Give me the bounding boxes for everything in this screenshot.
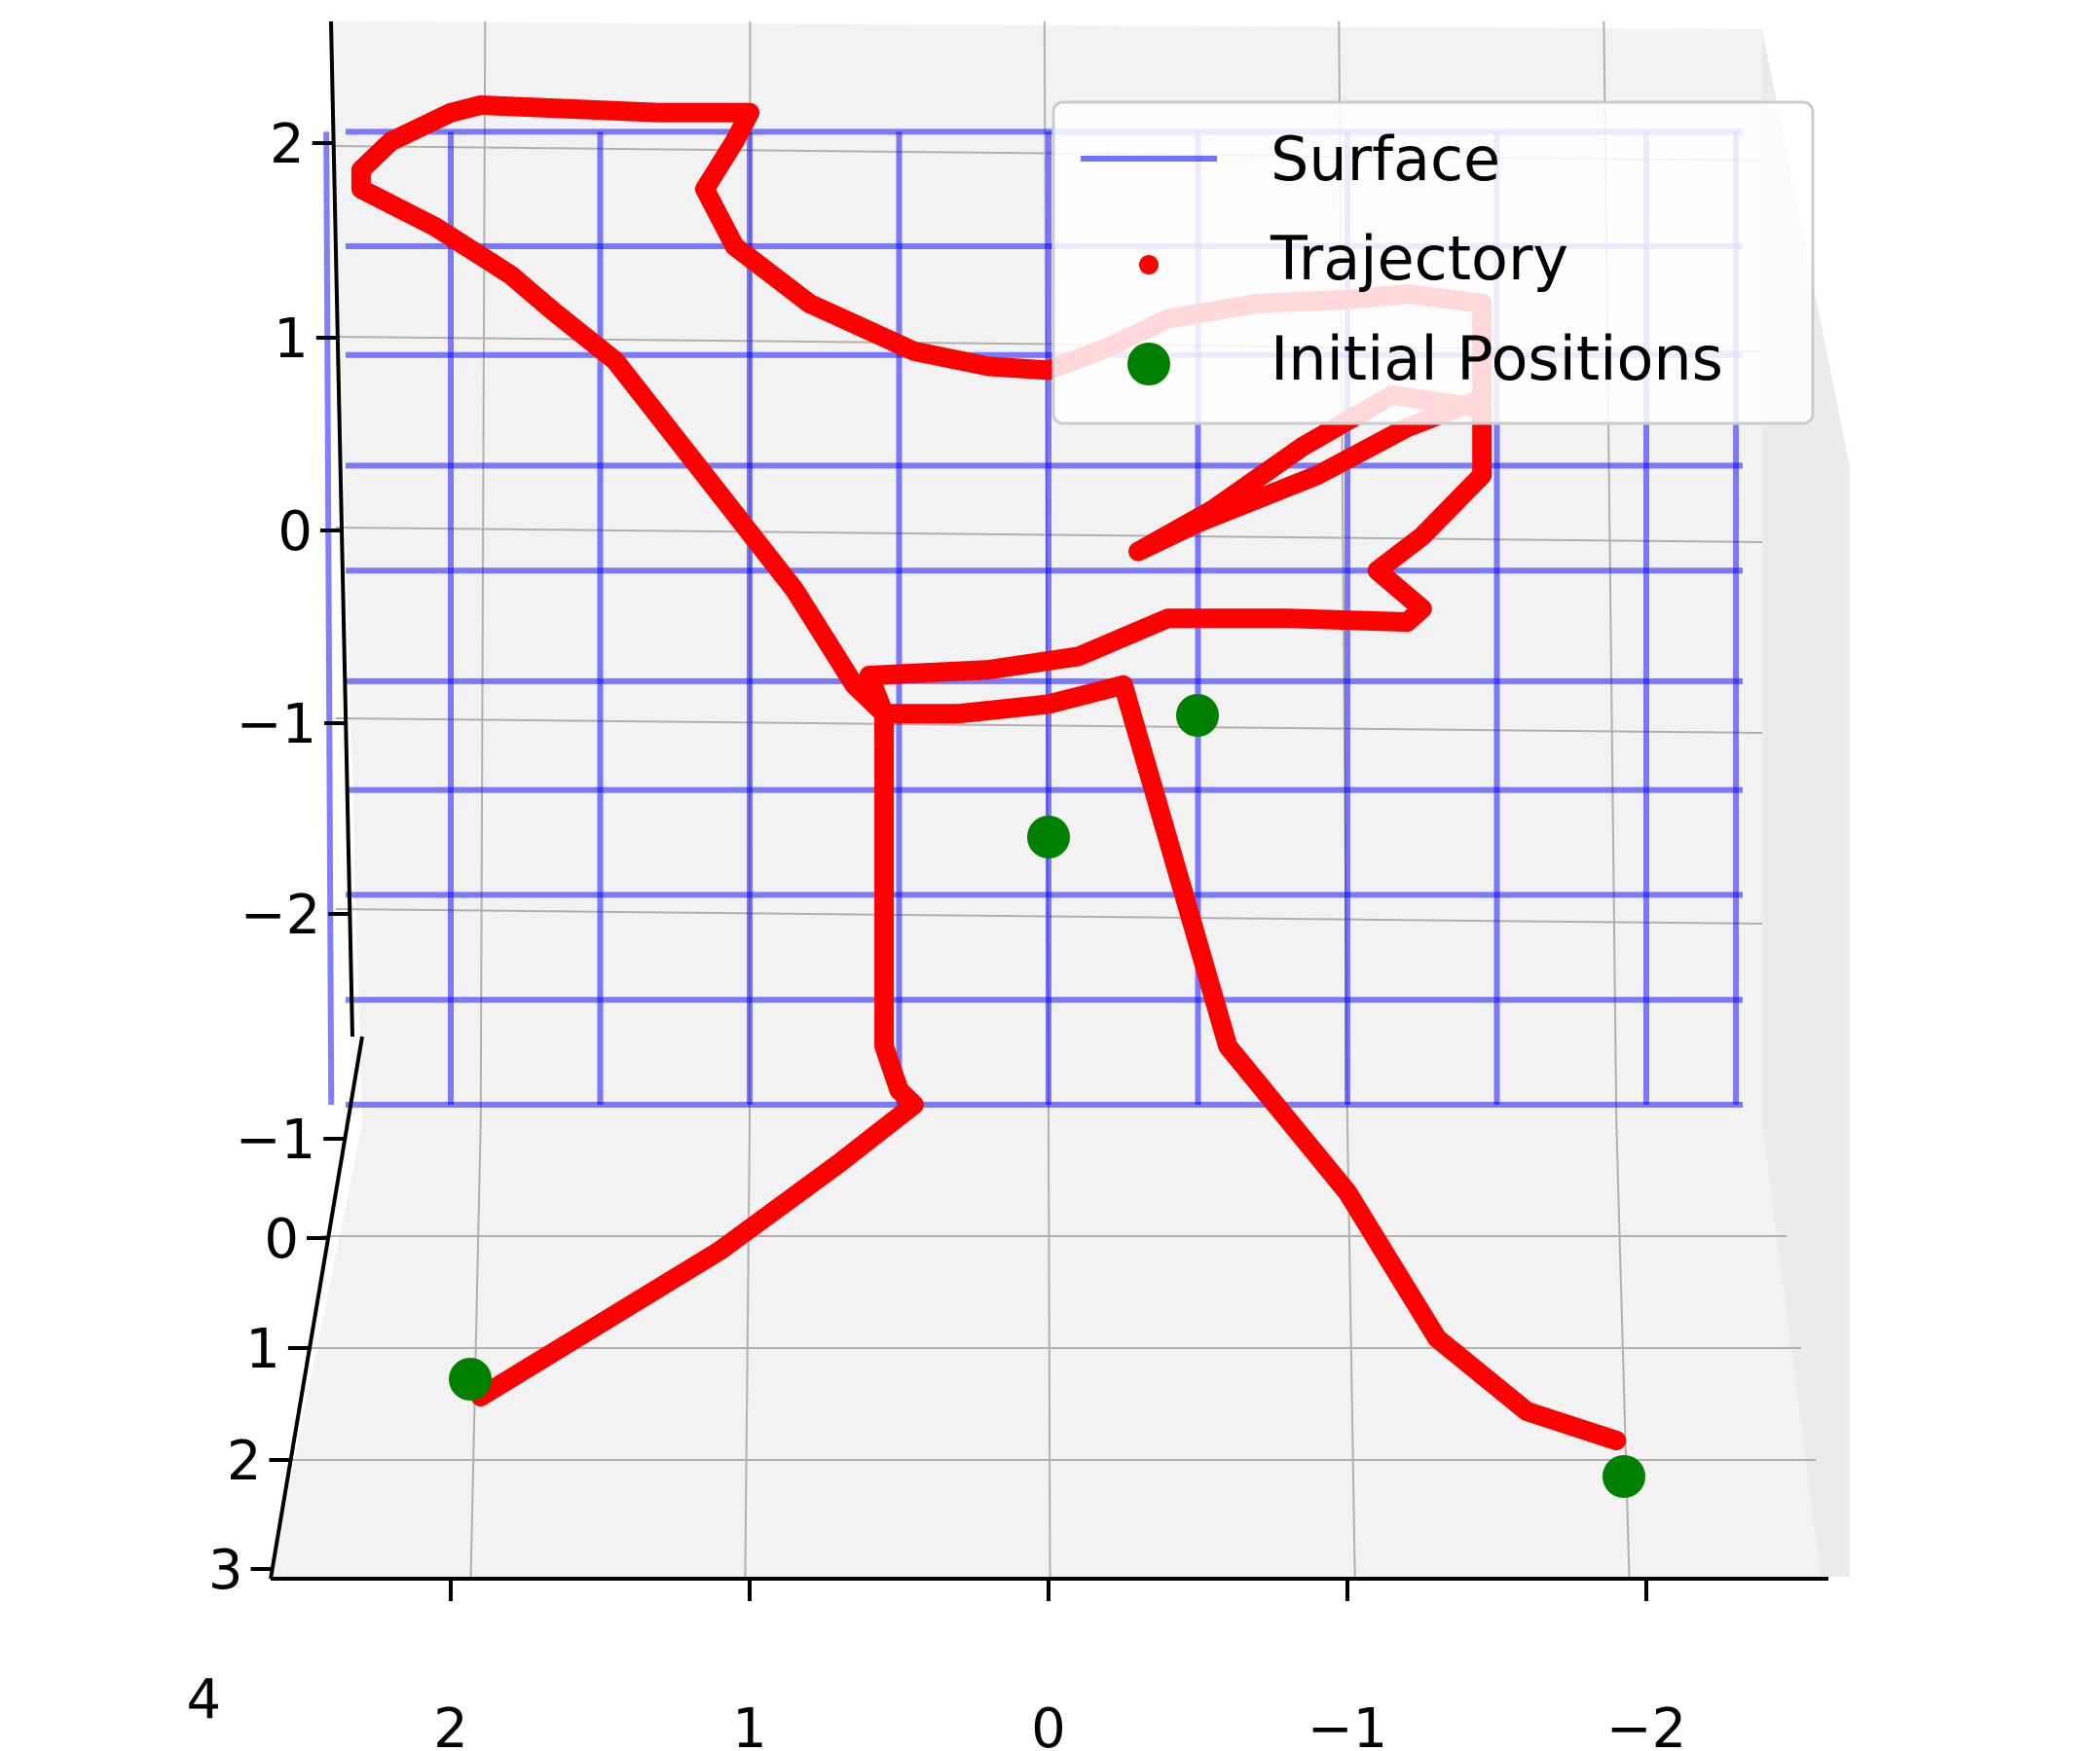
trajectory-series [350, 95, 1627, 1450]
z-tick-label: 1 [274, 308, 309, 371]
floor-pane [271, 1124, 1821, 1577]
x-tick-label: −1 [1308, 1697, 1388, 1751]
grid-line-x-floor [1615, 1123, 1631, 1578]
z-tick-label: −2 [240, 884, 321, 947]
initial-positions-series [449, 694, 1645, 1498]
trajectory-path [859, 293, 1492, 724]
initial-position-point [1027, 816, 1070, 858]
grid-line-x-floor [1048, 1123, 1051, 1578]
y-tick-label: −1 [236, 1109, 316, 1172]
y-tick-label: 2 [227, 1430, 262, 1493]
z-tick-label: 0 [277, 500, 313, 564]
legend: Surface Trajectory Initial Positions [1051, 100, 1815, 425]
y-axis-line [269, 1036, 364, 1580]
y-tick-label: 3 [208, 1539, 243, 1602]
y-tick-label: 4 [186, 1668, 221, 1732]
legend-box [1051, 100, 1815, 425]
y-tick-label: 1 [245, 1318, 280, 1381]
z-tick-label: 2 [270, 113, 305, 176]
legend-initial-swatch [1127, 343, 1170, 385]
initial-position-point [449, 1358, 492, 1401]
grid-line-x-floor [744, 1123, 751, 1578]
x-tick-label: 0 [1031, 1697, 1066, 1751]
legend-label-initial: Initial Positions [1271, 323, 1723, 394]
trajectory-path [874, 675, 1627, 1450]
initial-position-point [1176, 694, 1219, 737]
legend-label-surface: Surface [1271, 124, 1500, 195]
x-tick-label: 2 [433, 1697, 468, 1751]
y-tick-label: 0 [264, 1208, 299, 1271]
axis-ticks: 2 1 0 −1 −2 2 1 0 −1 −2 −1 0 1 2 3 4 [186, 113, 1686, 1751]
legend-label-trajectory: Trajectory [1270, 223, 1568, 294]
x-tick-label: 1 [732, 1697, 767, 1751]
surface-line [323, 131, 335, 1106]
z-axis-line [329, 20, 354, 1038]
legend-trajectory-swatch [1139, 255, 1159, 274]
z-tick-label: −1 [237, 693, 317, 756]
trajectory-path [350, 95, 895, 743]
trajectory-path [470, 713, 924, 1406]
x-tick-label: −2 [1606, 1697, 1687, 1751]
grid-line-x-floor [469, 1123, 482, 1578]
initial-position-point [1603, 1455, 1645, 1498]
